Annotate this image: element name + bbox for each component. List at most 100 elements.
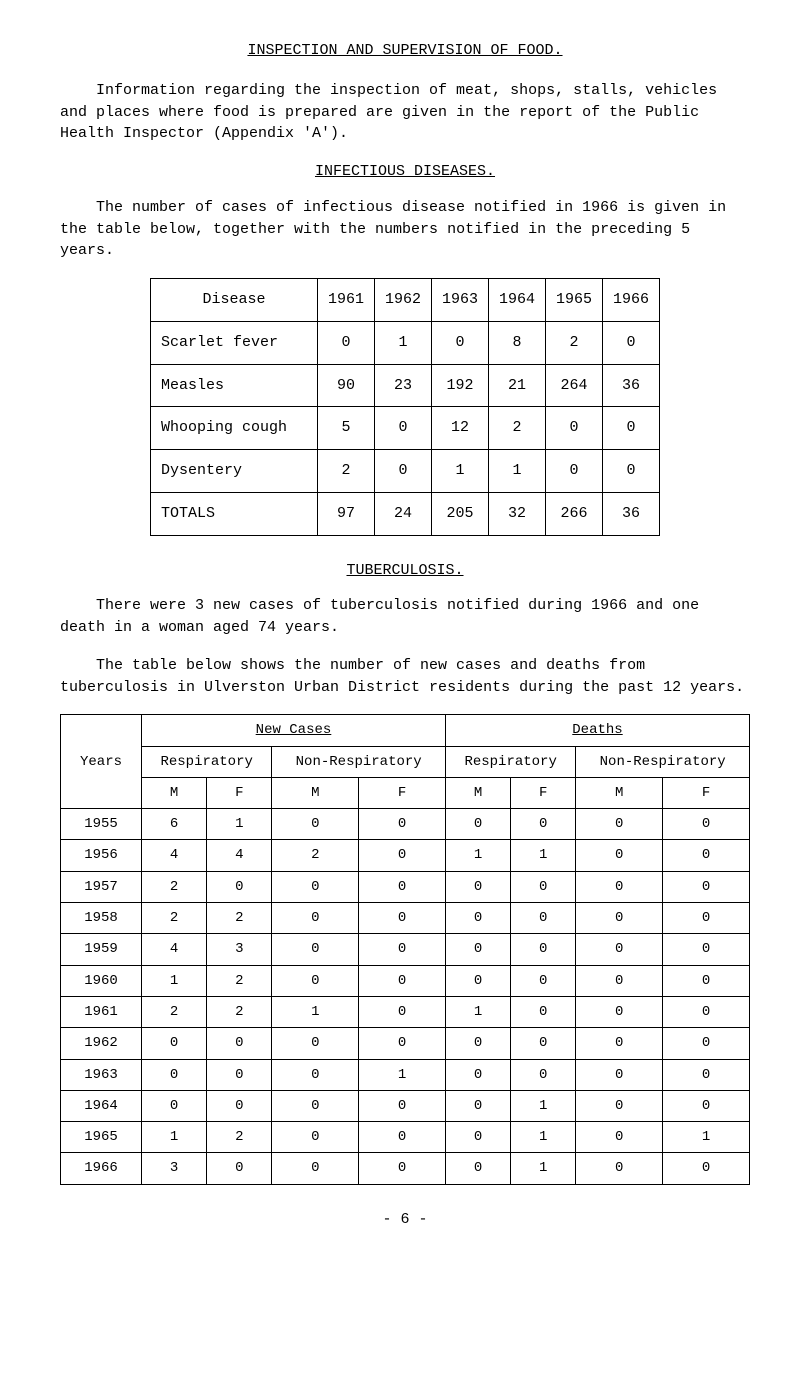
cell-value: 0 <box>445 1090 510 1121</box>
col-new-cases: New Cases <box>142 715 446 746</box>
cell-value: 0 <box>318 321 375 364</box>
table-row: Measles90231922126436 <box>151 364 660 407</box>
col-new-resp: Respiratory <box>142 746 272 777</box>
col-1965: 1965 <box>546 279 603 322</box>
cell-value: 0 <box>445 934 510 965</box>
cell-value: 0 <box>142 1090 207 1121</box>
row-label: Whooping cough <box>151 407 318 450</box>
cell-value: 97 <box>318 492 375 535</box>
cell-value: 1 <box>489 450 546 493</box>
cell-value: 0 <box>272 1059 359 1090</box>
table-row: 196012000000 <box>61 965 750 996</box>
cell-value: 0 <box>511 934 576 965</box>
infectious-diseases-table: Disease 1961 1962 1963 1964 1965 1966 Sc… <box>150 278 660 536</box>
row-label: Dysentery <box>151 450 318 493</box>
table-row: 195644201100 <box>61 840 750 871</box>
cell-value: 0 <box>445 871 510 902</box>
cell-value: 0 <box>576 1090 663 1121</box>
cell-value: 2 <box>142 871 207 902</box>
cell-value: 0 <box>445 809 510 840</box>
cell-value: 0 <box>432 321 489 364</box>
cell-value: 1 <box>272 996 359 1027</box>
cell-value: 0 <box>511 809 576 840</box>
heading-infectious: INFECTIOUS DISEASES. <box>60 161 750 183</box>
cell-value: 0 <box>546 450 603 493</box>
cell-value: 1 <box>432 450 489 493</box>
cell-value: 0 <box>663 1153 750 1184</box>
table-row: 196300010000 <box>61 1059 750 1090</box>
cell-value: 1 <box>142 965 207 996</box>
cell-value: 0 <box>272 1028 359 1059</box>
cell-value: 0 <box>142 1028 207 1059</box>
table-header-row: Disease 1961 1962 1963 1964 1965 1966 <box>151 279 660 322</box>
col-1964: 1964 <box>489 279 546 322</box>
year-cell: 1959 <box>61 934 142 965</box>
cell-value: 0 <box>663 965 750 996</box>
col-f: F <box>511 777 576 808</box>
cell-value: 1 <box>511 1122 576 1153</box>
cell-value: 2 <box>207 1122 272 1153</box>
cell-value: 36 <box>603 492 660 535</box>
cell-value: 0 <box>663 1028 750 1059</box>
paragraph-tb-cases: There were 3 new cases of tuberculosis n… <box>60 595 750 639</box>
cell-value: 1 <box>445 840 510 871</box>
row-label: TOTALS <box>151 492 318 535</box>
col-death-resp: Respiratory <box>445 746 575 777</box>
cell-value: 2 <box>207 965 272 996</box>
cell-value: 90 <box>318 364 375 407</box>
col-m: M <box>576 777 663 808</box>
table-row: 195822000000 <box>61 903 750 934</box>
cell-value: 1 <box>663 1122 750 1153</box>
cell-value: 4 <box>207 840 272 871</box>
table-row: Whooping cough5012200 <box>151 407 660 450</box>
year-cell: 1966 <box>61 1153 142 1184</box>
col-1961: 1961 <box>318 279 375 322</box>
cell-value: 0 <box>445 965 510 996</box>
col-death-nonresp: Non-Respiratory <box>576 746 750 777</box>
table-row: 195561000000 <box>61 809 750 840</box>
cell-value: 0 <box>576 996 663 1027</box>
cell-value: 21 <box>489 364 546 407</box>
year-cell: 1964 <box>61 1090 142 1121</box>
cell-value: 0 <box>272 965 359 996</box>
col-1963: 1963 <box>432 279 489 322</box>
cell-value: 0 <box>511 1059 576 1090</box>
cell-value: 0 <box>576 1122 663 1153</box>
year-cell: 1955 <box>61 809 142 840</box>
cell-value: 32 <box>489 492 546 535</box>
col-1962: 1962 <box>375 279 432 322</box>
cell-value: 0 <box>359 871 446 902</box>
cell-value: 205 <box>432 492 489 535</box>
cell-value: 0 <box>511 1028 576 1059</box>
cell-value: 1 <box>375 321 432 364</box>
cell-value: 6 <box>142 809 207 840</box>
cell-value: 36 <box>603 364 660 407</box>
cell-value: 3 <box>207 934 272 965</box>
table-row: Dysentery201100 <box>151 450 660 493</box>
row-label: Measles <box>151 364 318 407</box>
cell-value: 0 <box>207 1090 272 1121</box>
new-cases-label: New Cases <box>256 722 332 738</box>
cell-value: 0 <box>359 996 446 1027</box>
year-cell: 1963 <box>61 1059 142 1090</box>
col-years: Years <box>61 715 142 809</box>
cell-value: 0 <box>359 965 446 996</box>
cell-value: 0 <box>359 1028 446 1059</box>
cell-value: 0 <box>359 934 446 965</box>
cell-value: 2 <box>142 996 207 1027</box>
cell-value: 0 <box>663 840 750 871</box>
cell-value: 0 <box>576 903 663 934</box>
cell-value: 1 <box>142 1122 207 1153</box>
heading-tuberculosis: TUBERCULOSIS. <box>60 560 750 582</box>
cell-value: 0 <box>207 1028 272 1059</box>
cell-value: 2 <box>546 321 603 364</box>
paragraph-infectious: The number of cases of infectious diseas… <box>60 197 750 262</box>
col-new-nonresp: Non-Respiratory <box>272 746 446 777</box>
cell-value: 0 <box>603 321 660 364</box>
cell-value: 0 <box>511 871 576 902</box>
cell-value: 0 <box>272 934 359 965</box>
table-row: 196122101000 <box>61 996 750 1027</box>
paragraph-tb-table-intro: The table below shows the number of new … <box>60 655 750 699</box>
table-row: 196200000000 <box>61 1028 750 1059</box>
cell-value: 4 <box>142 934 207 965</box>
